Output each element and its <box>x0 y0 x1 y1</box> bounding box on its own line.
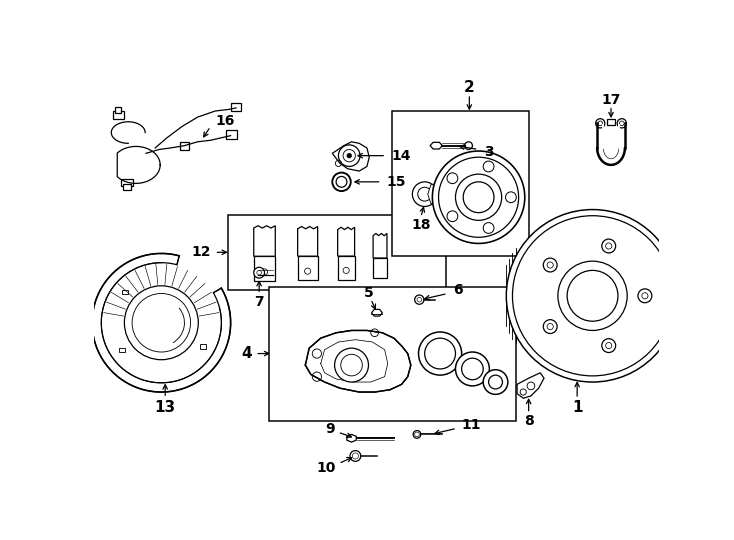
Text: 15: 15 <box>386 175 406 189</box>
Text: 13: 13 <box>155 400 175 415</box>
Bar <box>115 107 121 113</box>
Circle shape <box>425 338 456 369</box>
Bar <box>607 119 615 125</box>
Circle shape <box>124 286 198 360</box>
Circle shape <box>438 157 519 237</box>
Circle shape <box>418 332 462 375</box>
Text: 8: 8 <box>524 414 534 428</box>
Bar <box>393 111 528 256</box>
Polygon shape <box>338 227 355 256</box>
Polygon shape <box>305 330 411 392</box>
Bar <box>113 111 123 119</box>
Circle shape <box>447 173 458 184</box>
Circle shape <box>338 145 360 166</box>
Polygon shape <box>254 226 275 256</box>
Bar <box>230 103 241 111</box>
Circle shape <box>506 210 679 382</box>
Text: 6: 6 <box>453 284 463 298</box>
Circle shape <box>336 177 347 187</box>
Bar <box>180 142 189 150</box>
Circle shape <box>350 450 361 461</box>
Bar <box>226 130 237 139</box>
Text: 11: 11 <box>462 418 482 432</box>
Circle shape <box>415 295 424 304</box>
Circle shape <box>602 339 616 353</box>
Bar <box>254 256 275 281</box>
Circle shape <box>254 267 264 278</box>
Bar <box>228 215 446 289</box>
Polygon shape <box>373 233 387 258</box>
Circle shape <box>638 289 652 303</box>
Circle shape <box>483 222 494 233</box>
Text: 3: 3 <box>484 145 493 159</box>
Bar <box>269 287 515 421</box>
Text: 7: 7 <box>254 295 264 309</box>
Circle shape <box>512 215 672 376</box>
Polygon shape <box>333 142 369 171</box>
Circle shape <box>463 182 494 213</box>
Text: 10: 10 <box>316 461 335 475</box>
Circle shape <box>602 239 616 253</box>
Wedge shape <box>92 253 230 392</box>
Bar <box>373 258 387 278</box>
Bar <box>119 348 126 353</box>
Circle shape <box>465 142 473 150</box>
Text: 16: 16 <box>215 114 235 128</box>
Polygon shape <box>517 373 544 398</box>
Text: 2: 2 <box>464 80 475 96</box>
Text: 4: 4 <box>241 346 252 361</box>
Circle shape <box>567 271 618 321</box>
Text: 1: 1 <box>572 400 582 415</box>
Circle shape <box>347 153 352 158</box>
Circle shape <box>558 261 627 330</box>
Circle shape <box>489 375 503 389</box>
Text: 18: 18 <box>411 218 431 232</box>
Circle shape <box>456 352 490 386</box>
Bar <box>338 256 355 280</box>
Polygon shape <box>297 226 318 256</box>
Polygon shape <box>428 183 442 206</box>
Polygon shape <box>430 143 443 149</box>
Bar <box>297 256 318 280</box>
Bar <box>122 290 128 294</box>
Circle shape <box>462 358 483 380</box>
Polygon shape <box>347 434 356 442</box>
Circle shape <box>506 192 516 202</box>
Circle shape <box>333 173 351 191</box>
Circle shape <box>335 348 368 382</box>
Bar <box>200 345 206 349</box>
Circle shape <box>413 182 437 206</box>
Bar <box>120 179 133 186</box>
Bar <box>123 184 131 190</box>
Circle shape <box>432 151 525 244</box>
Circle shape <box>543 320 557 334</box>
Text: 5: 5 <box>364 286 374 300</box>
Circle shape <box>595 119 605 128</box>
Circle shape <box>447 211 458 221</box>
Text: 17: 17 <box>601 93 621 107</box>
Circle shape <box>617 119 626 128</box>
Circle shape <box>543 258 557 272</box>
Text: 9: 9 <box>325 422 335 436</box>
Text: 12: 12 <box>192 245 211 259</box>
Circle shape <box>456 174 501 220</box>
Circle shape <box>413 430 421 438</box>
Polygon shape <box>371 309 382 316</box>
Circle shape <box>418 187 432 201</box>
Circle shape <box>483 161 494 172</box>
Circle shape <box>132 294 191 352</box>
Circle shape <box>483 370 508 394</box>
Text: 14: 14 <box>391 148 411 163</box>
